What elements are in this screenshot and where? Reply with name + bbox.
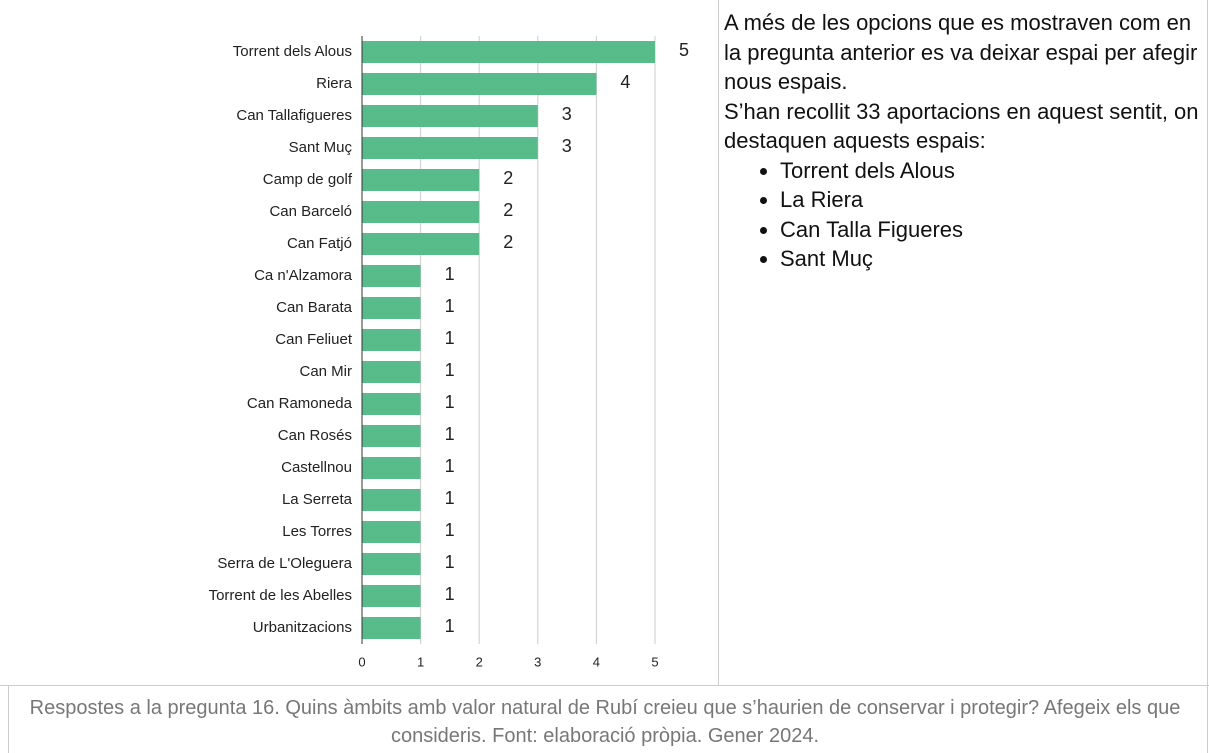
data-label: 1 [445, 520, 455, 540]
bar [362, 457, 421, 479]
y-tick-label: Can Ramoneda [247, 395, 353, 412]
y-tick-label: Can Fatjó [287, 235, 352, 252]
bar [362, 585, 421, 607]
data-label: 1 [445, 392, 455, 412]
divider [718, 0, 719, 685]
bar [362, 329, 421, 351]
bar [362, 105, 538, 127]
chart: 0 1 2 3 4 5 Torrent dels Alous 5 Riera 4 Can Talla… [209, 36, 689, 669]
data-label: 5 [679, 40, 689, 60]
y-tick-label: Can Feliuet [275, 331, 353, 348]
divider [0, 685, 1209, 686]
paragraph: S’han recollit 33 aportacions en aquest … [724, 98, 1199, 154]
data-label: 1 [445, 264, 455, 284]
x-tick-label: 4 [593, 654, 600, 669]
bar [362, 169, 480, 191]
y-tick-label: Torrent de les Abelles [209, 587, 352, 604]
y-tick-label: La Serreta [282, 491, 353, 508]
data-label: 2 [503, 232, 513, 252]
data-label: 1 [445, 424, 455, 444]
y-tick-label: Les Torres [282, 523, 352, 540]
data-label: 1 [445, 456, 455, 476]
bar [362, 617, 421, 639]
bar [362, 425, 421, 447]
divider [1207, 0, 1208, 753]
y-tick-label: Ca n'Alzamora [254, 267, 353, 284]
data-label: 1 [445, 552, 455, 572]
data-label: 1 [445, 584, 455, 604]
y-tick-label: Torrent dels Alous [233, 43, 352, 60]
bar [362, 393, 421, 415]
data-label: 1 [445, 296, 455, 316]
data-label: 4 [620, 72, 630, 92]
bar [362, 489, 421, 511]
bullet: Can Talla Figueres [780, 215, 1206, 245]
bar [362, 361, 421, 383]
data-label: 1 [445, 328, 455, 348]
x-tick-label: 0 [358, 654, 365, 669]
y-tick-label: Sant Muç [289, 139, 353, 156]
data-label: 3 [562, 104, 572, 124]
bar [362, 41, 655, 63]
bar [362, 201, 480, 223]
y-tick-label: Castellnou [281, 459, 352, 476]
bar [362, 521, 421, 543]
bar [362, 297, 421, 319]
y-tick-label: Can Barata [276, 299, 353, 316]
bullet: La Riera [780, 185, 1206, 215]
y-tick-label: Can Tallafigueres [236, 107, 352, 124]
x-tick-label: 5 [651, 654, 658, 669]
caption: Respostes a la pregunta 16. Quins àmbits… [29, 697, 1181, 747]
y-tick-label: Can Mir [299, 363, 352, 380]
data-label: 2 [503, 168, 513, 188]
y-tick-label: Serra de L'Oleguera [217, 555, 352, 572]
data-label: 1 [445, 488, 455, 508]
x-tick-label: 1 [417, 654, 424, 669]
y-tick-label: Urbanitzacions [253, 619, 352, 636]
bullet: Sant Muç [780, 244, 1206, 274]
y-tick-label: Camp de golf [263, 171, 353, 188]
y-tick-label: Riera [316, 75, 353, 92]
divider [8, 685, 9, 753]
bar [362, 137, 538, 159]
bar [362, 265, 421, 287]
data-label: 2 [503, 200, 513, 220]
bar [362, 73, 597, 95]
bar [362, 233, 480, 255]
y-tick-label: Can Rosés [278, 427, 352, 444]
data-label: 1 [445, 616, 455, 636]
x-tick-label: 2 [476, 654, 483, 669]
bar [362, 553, 421, 575]
bullet-list: Torrent dels Alous La Riera Can Talla Fi… [724, 156, 1206, 274]
y-tick-label: Can Barceló [269, 203, 352, 220]
x-tick-label: 3 [534, 654, 541, 669]
paragraph: A més de les opcions que es mostraven co… [724, 10, 1198, 94]
bullet: Torrent dels Alous [780, 156, 1206, 186]
data-label: 3 [562, 136, 572, 156]
data-label: 1 [445, 360, 455, 380]
notes: A més de les opcions que es mostraven co… [724, 8, 1206, 274]
